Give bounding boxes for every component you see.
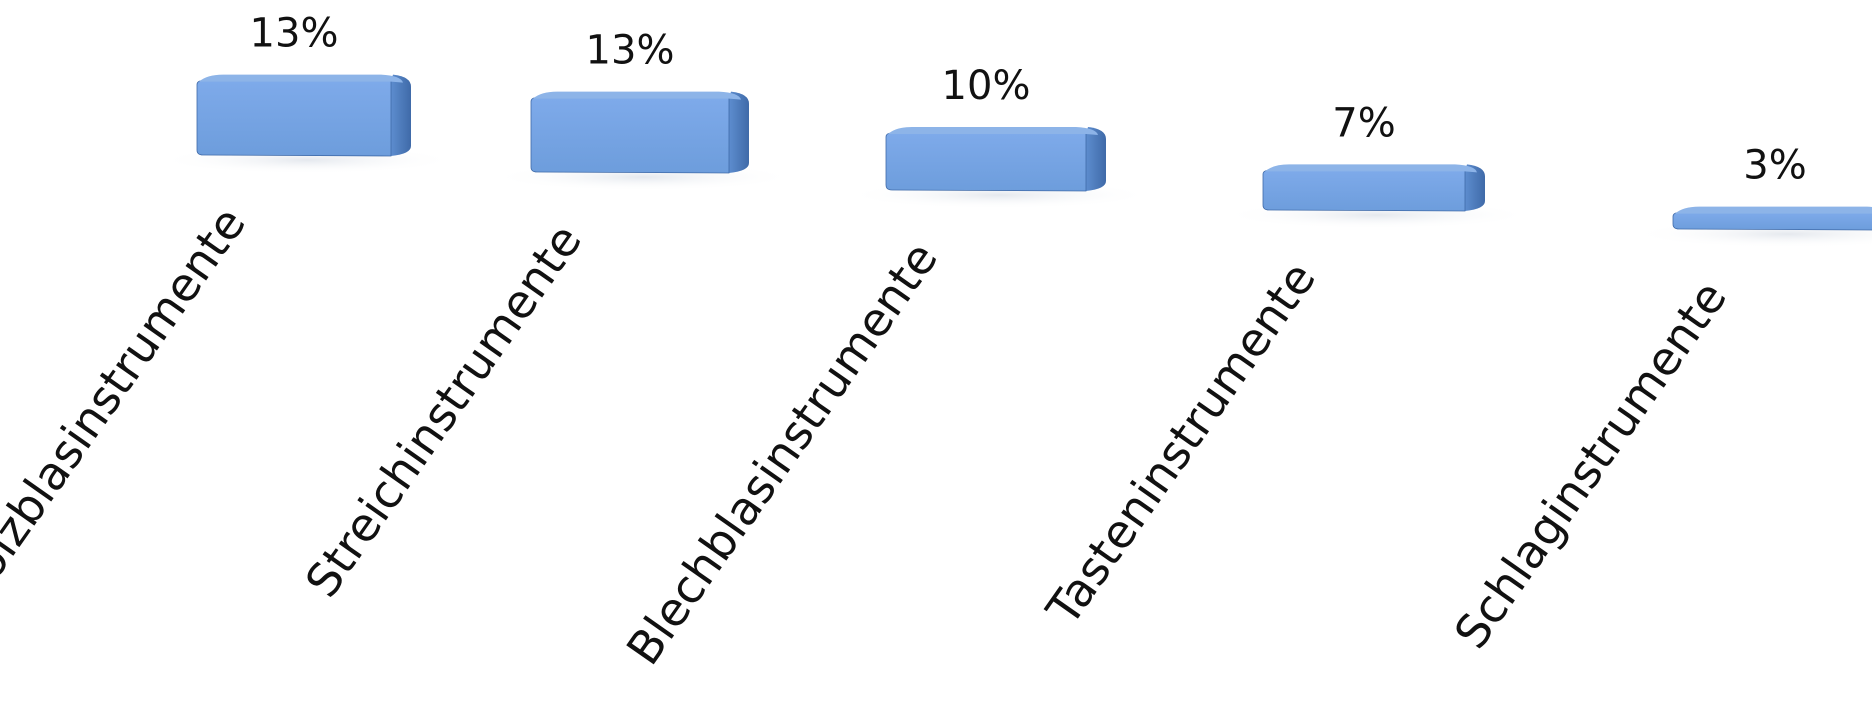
- data-label: 13%: [250, 11, 339, 57]
- bar: [1672, 206, 1872, 231]
- bar-top-face: [888, 127, 1098, 135]
- category-tick-label: Schlaginstrumente: [1444, 271, 1737, 658]
- bar: [196, 74, 411, 157]
- bar-front-face: [196, 80, 392, 157]
- bars-group: [196, 74, 1872, 231]
- data-label: 13%: [586, 28, 675, 74]
- bar-top-face: [1675, 206, 1872, 214]
- bar-front-face: [885, 132, 1087, 192]
- bar-front-face: [530, 97, 730, 174]
- data-label: 7%: [1332, 100, 1395, 146]
- bar-side-face: [391, 74, 411, 156]
- bar-side-face: [1465, 164, 1485, 211]
- category-tick-label: Holzblasinstrumente: [0, 197, 256, 617]
- data-label: 10%: [942, 63, 1031, 109]
- bar-top-face: [533, 91, 741, 100]
- bar: [885, 127, 1106, 192]
- bar-front-face: [1672, 212, 1872, 231]
- category-tick-label: Blechblasinstrumente: [616, 232, 948, 674]
- bar: [530, 91, 749, 174]
- bar-front-face: [1262, 170, 1466, 212]
- data-label: 3%: [1743, 143, 1806, 189]
- bar-side-face: [729, 91, 749, 173]
- category-tick-label: Streichinstrumente: [295, 214, 592, 606]
- bar: [1262, 164, 1485, 212]
- bar-side-face: [1086, 127, 1106, 191]
- value-labels-group: 13% 13% 10% 7% 3%: [250, 11, 1807, 189]
- category-tick-label: Tasteninstrumente: [1035, 252, 1326, 635]
- bar-top-face: [1265, 164, 1477, 173]
- category-labels-group: Holzblasinstrumente Streichinstrumente Ble…: [0, 197, 1737, 674]
- bar-top-face: [199, 74, 403, 83]
